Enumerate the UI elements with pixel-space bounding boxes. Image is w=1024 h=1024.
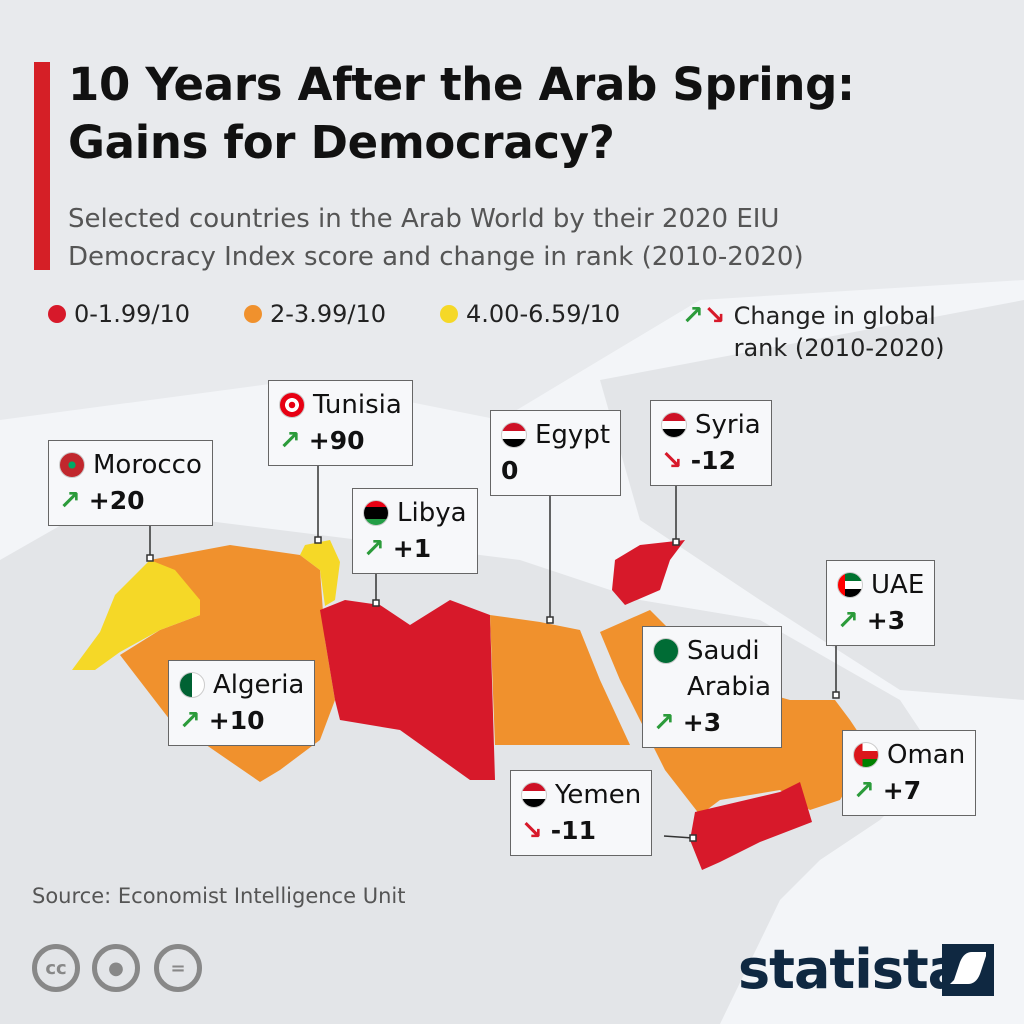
rank-change: +10 [208,706,265,735]
red-dot-icon [48,305,66,323]
rank-change: +7 [882,776,922,805]
label-yemen: Yemen ↘ -11 [510,770,653,856]
flag-icon [521,782,547,808]
flag-icon [853,742,879,768]
country-name: Morocco [93,450,202,480]
country-name: Tunisia [313,390,402,420]
country-morocco [72,560,200,670]
country-egypt [490,615,630,745]
country-libya [320,600,495,780]
title-accent-bar [34,62,50,270]
country-name: Oman [887,740,966,770]
legend-item-orange: 2-3.99/10 [244,300,386,328]
flag-icon [661,412,687,438]
rank-change: +3 [682,708,722,737]
country-name: Egypt [535,420,611,450]
label-saudi: Saudi Arabia ↗ +3 [642,626,783,748]
source-note: Source: Economist Intelligence Unit [32,884,406,908]
country-name: Yemen [555,780,642,810]
flag-icon [363,500,389,526]
country-name: Algeria [213,670,305,700]
arrow-up-icon: ↗ [837,606,859,636]
rank-change: +20 [88,486,145,515]
subtitle: Selected countries in the Arab World by … [68,204,804,272]
arrow-up-icon: ↗ [853,776,875,806]
arrow-up-icon: ↗ [682,301,704,331]
page-title: 10 Years After the Arab Spring: Gains for… [68,58,855,169]
attribution-icon: ● [92,944,140,992]
country-name-line2: Arabia [687,672,772,702]
arrow-up-icon: ↗ [59,486,81,516]
arrow-up-icon: ↗ [179,706,201,736]
label-tunisia: Tunisia ↗ +90 [268,380,413,466]
rank-change: 0 [501,456,519,485]
label-morocco: Morocco ↗ +20 [48,440,213,526]
rank-change: +1 [392,534,432,563]
country-name: Saudi [687,636,760,666]
arrow-up-icon: ↗ [279,426,301,456]
arrow-down-icon: ↘ [661,446,683,476]
rank-change: +90 [308,426,365,455]
flag-icon [653,638,679,664]
orange-dot-icon [244,305,262,323]
arrow-down-icon: ↘ [521,816,543,846]
legend-item-rank-change: ↗ ↘ Change in global rank (2010-2020) [682,301,945,362]
arrow-down-icon: ↘ [703,301,726,331]
label-syria: Syria ↘ -12 [650,400,772,486]
label-egypt: Egypt 0 [490,410,622,496]
rank-change: -11 [550,816,596,845]
rank-change: +3 [866,606,906,635]
flag-icon [179,672,205,698]
no-derivatives-icon: = [154,944,202,992]
country-name: UAE [871,570,925,600]
country-name: Syria [695,410,761,440]
country-yemen [690,782,812,870]
cc-icon: cc [32,944,80,992]
label-uae: UAE ↗ +3 [826,560,936,646]
country-syria [612,540,685,605]
statista-logo-mark [942,944,994,996]
flag-icon [501,422,527,448]
legend-item-yellow: 4.00-6.59/10 [440,300,620,328]
country-tunisia [300,540,340,606]
flag-icon [279,392,305,418]
flag-icon [837,572,863,598]
statista-logo: statista [738,938,964,1001]
arrow-up-icon: ↗ [653,708,675,738]
rank-change: -12 [690,446,736,475]
label-oman: Oman ↗ +7 [842,730,977,816]
label-libya: Libya ↗ +1 [352,488,478,574]
legend-item-red: 0-1.99/10 [48,300,190,328]
label-algeria: Algeria ↗ +10 [168,660,316,746]
yellow-dot-icon [440,305,458,323]
country-name: Libya [397,498,467,528]
arrow-up-icon: ↗ [363,534,385,564]
flag-icon [59,452,85,478]
